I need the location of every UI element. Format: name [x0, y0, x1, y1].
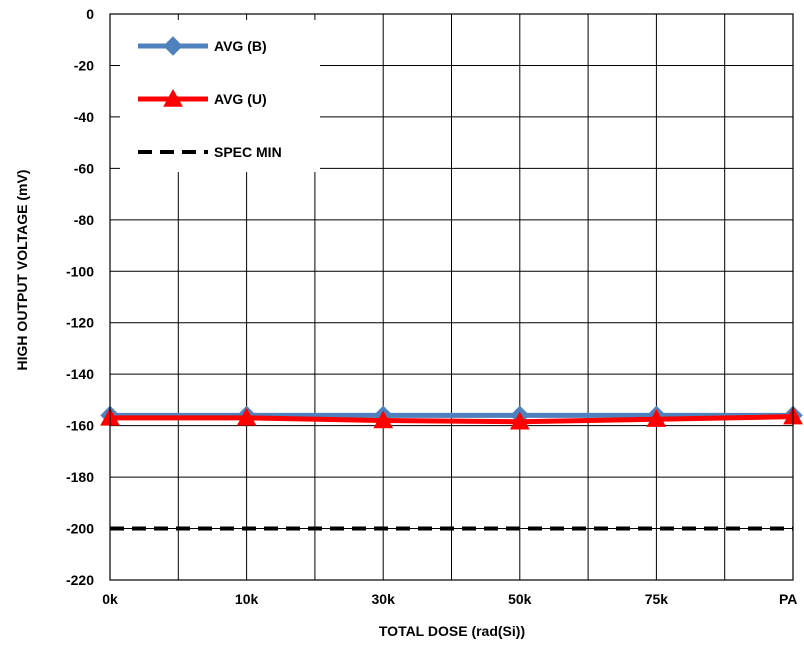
x-tick-label: PA — [779, 591, 797, 607]
x-tick-label: 75k — [645, 591, 669, 607]
y-tick-label: -220 — [66, 572, 94, 588]
y-axis-label: HIGH OUTPUT VOLTAGE (mV) — [14, 170, 30, 371]
y-tick-label: -80 — [74, 212, 94, 228]
y-tick-label: -120 — [66, 315, 94, 331]
y-tick-label: -60 — [74, 160, 94, 176]
legend-label-avg-b: AVG (B) — [214, 38, 267, 54]
y-tick-label: 0 — [86, 6, 94, 22]
data-point-avg-u — [373, 410, 394, 429]
legend-label-avg-u: AVG (U) — [214, 91, 267, 107]
x-tick-label: 0k — [102, 591, 118, 607]
series-layer — [100, 405, 803, 531]
legend-label-spec-min: SPEC MIN — [214, 144, 282, 160]
y-tick-label: -200 — [66, 521, 94, 537]
x-axis-label: TOTAL DOSE (rad(Si)) — [379, 623, 525, 639]
x-tick-label: 10k — [235, 591, 259, 607]
data-point-avg-u — [509, 411, 530, 430]
y-tick-label: -20 — [74, 57, 94, 73]
legend-marker-avg-u — [163, 88, 183, 107]
y-tick-label: -160 — [66, 418, 94, 434]
y-tick-label: -140 — [66, 366, 94, 382]
series-line-avg-u — [110, 414, 794, 425]
y-tick-label: -40 — [74, 109, 94, 125]
x-tick-label: 50k — [508, 591, 532, 607]
axis-layer: 0 -20 -40 -60 -80 -100 -120 -140 -160 -180 -200 -22… — [66, 6, 797, 607]
plot-area-border — [109, 13, 794, 581]
legend: AVG (B) AVG (U) SPEC MIN — [120, 20, 320, 172]
y-tick-label: -180 — [66, 469, 94, 485]
data-point-avg-u — [646, 409, 667, 427]
legend-marker-avg-b — [163, 36, 183, 56]
y-tick-label: -100 — [66, 263, 94, 279]
data-point-avg-u — [236, 407, 257, 426]
x-tick-label: 30k — [372, 591, 396, 607]
